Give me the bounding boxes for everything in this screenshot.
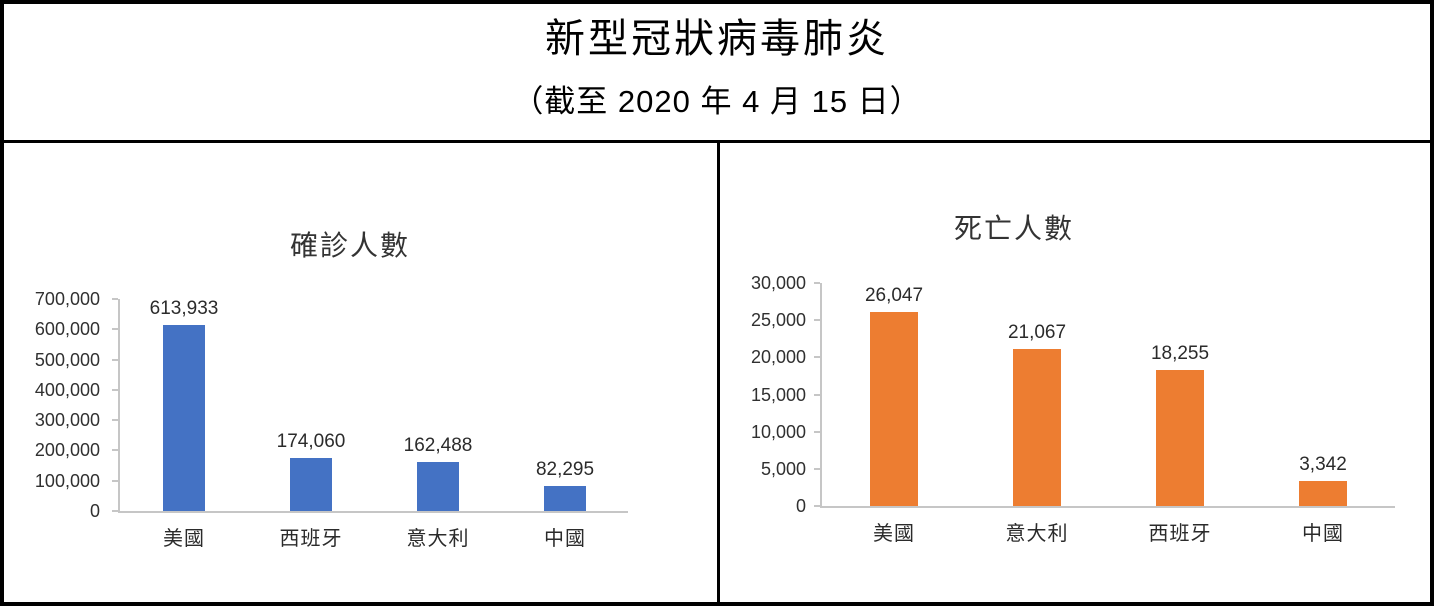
deaths-y-tick-mark: [814, 282, 820, 284]
confirmed-y-tick-label: 700,000: [34, 289, 100, 309]
deaths-bar: [870, 312, 918, 506]
page-subtitle: （截至 2020 年 4 月 15 日）: [512, 84, 922, 119]
confirmed-y-tick-label: 500,000: [34, 349, 100, 370]
confirmed-chart-title: 確診人數: [289, 230, 410, 261]
deaths-y-tick-label: 20,000: [750, 347, 806, 368]
deaths-bar-value-label: 21,067: [1007, 322, 1067, 343]
confirmed-bar: [163, 325, 205, 511]
deaths-y-tick-label: 10,000: [750, 421, 806, 442]
confirmed-y-tick-label: 300,000: [34, 410, 100, 431]
confirmed-y-axis-line: [118, 299, 120, 511]
deaths-y-tick-mark: [814, 467, 820, 470]
confirmed-y-tick-mark: [112, 510, 118, 512]
deaths-bar-value-label: 18,255: [1150, 343, 1210, 364]
deaths-y-tick-label: 30,000: [750, 273, 806, 293]
deaths-x-axis-line: [820, 506, 1395, 508]
confirmed-category-label: 意大利: [406, 528, 470, 550]
deaths-bar: [1156, 370, 1204, 506]
deaths-category-label: 美國: [873, 523, 915, 545]
confirmed-category-label: 中國: [544, 528, 586, 550]
confirmed-y-tick-mark: [112, 358, 118, 361]
confirmed-y-tick-label: 0: [89, 501, 100, 521]
confirmed-y-tick-label: 600,000: [34, 319, 100, 340]
deaths-y-tick-mark: [814, 356, 820, 359]
confirmed-y-tick-mark: [112, 449, 118, 452]
deaths-y-tick-mark: [814, 319, 820, 322]
deaths-category-label: 中國: [1302, 523, 1344, 545]
header-divider: [4, 140, 1430, 143]
page-title: 新型冠狀病毒肺炎: [545, 17, 889, 61]
confirmed-y-tick-label: 200,000: [34, 440, 100, 461]
confirmed-bar: [290, 458, 332, 511]
confirmed-y-tick-mark: [112, 479, 118, 482]
deaths-bar-value-label: 3,342: [1299, 454, 1347, 475]
deaths-y-tick-label: 25,000: [750, 310, 806, 331]
deaths-y-tick-mark: [814, 430, 820, 433]
confirmed-x-axis-line: [118, 511, 628, 513]
deaths-bar: [1013, 349, 1061, 506]
deaths-category-label: 西班牙: [1148, 523, 1212, 545]
confirmed-bar: [417, 462, 459, 511]
deaths-chart-title: 死亡人數: [953, 213, 1074, 244]
confirmed-bar: [544, 486, 586, 511]
confirmed-y-tick-mark: [112, 328, 118, 331]
confirmed-y-tick-mark: [112, 298, 118, 300]
deaths-y-tick-mark: [814, 505, 820, 507]
deaths-y-tick-label: 0: [795, 496, 806, 516]
deaths-bar: [1299, 481, 1347, 506]
confirmed-category-label: 西班牙: [279, 528, 343, 550]
deaths-y-tick-label: 5,000: [760, 458, 806, 479]
confirmed-bar-value-label: 613,933: [149, 298, 219, 319]
confirmed-y-tick-mark: [112, 388, 118, 391]
deaths-y-axis-line: [820, 283, 822, 506]
deaths-bar-value-label: 26,047: [864, 285, 924, 306]
confirmed-y-tick-label: 100,000: [34, 470, 100, 491]
confirmed-y-tick-mark: [112, 419, 118, 422]
confirmed-bar-value-label: 162,488: [403, 435, 473, 456]
panel-divider: [717, 143, 720, 602]
confirmed-y-tick-label: 400,000: [34, 379, 100, 400]
confirmed-bar-value-label: 174,060: [276, 431, 346, 452]
deaths-y-tick-label: 15,000: [750, 384, 806, 405]
deaths-category-label: 意大利: [1005, 523, 1069, 545]
confirmed-bar-value-label: 82,295: [535, 459, 595, 480]
deaths-y-tick-mark: [814, 393, 820, 396]
confirmed-category-label: 美國: [163, 528, 205, 550]
